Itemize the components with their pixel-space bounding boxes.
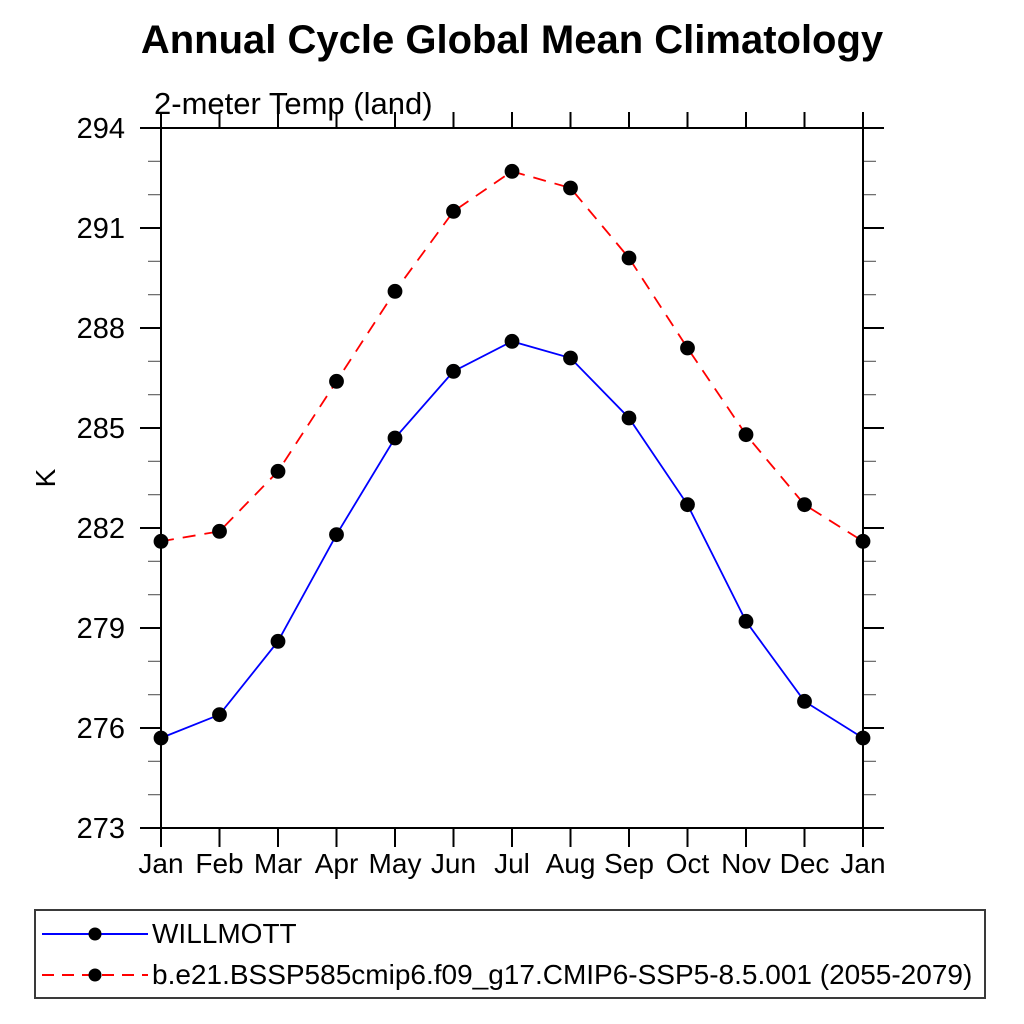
- y-tick-label: 285: [77, 413, 125, 445]
- x-month-label: Dec: [780, 848, 830, 879]
- legend-line-sample-icon: [42, 927, 148, 940]
- y-tick-label: 288: [77, 313, 125, 345]
- data-point-marker: [212, 523, 227, 539]
- data-point-marker: [504, 163, 520, 179]
- x-month-label: Apr: [315, 848, 359, 879]
- data-point-marker: [270, 633, 286, 649]
- series-line-0: [160, 340, 864, 739]
- data-point-marker: [270, 463, 286, 479]
- data-point-marker: [621, 250, 637, 266]
- data-point-marker: [446, 203, 461, 219]
- legend-label: WILLMOTT: [152, 917, 297, 949]
- plot-border: [160, 127, 864, 829]
- data-point-marker: [563, 350, 578, 366]
- x-month-label: Nov: [721, 848, 771, 879]
- x-month-label: Sep: [604, 848, 654, 879]
- legend-item-willmott: WILLMOTT: [41, 913, 984, 954]
- y-tick-label: 294: [77, 113, 125, 145]
- data-point-marker: [797, 497, 812, 513]
- x-month-label: Jun: [431, 848, 476, 879]
- legend-label: b.e21.BSSP585cmip6.f09_g17.CMIP6-SSP5-8.…: [152, 958, 973, 990]
- y-tick-label: 291: [77, 213, 125, 245]
- data-point-marker: [563, 180, 578, 196]
- data-point-marker: [797, 693, 812, 709]
- data-point-marker: [738, 613, 754, 629]
- data-point-marker: [738, 427, 754, 443]
- x-month-label: Jul: [494, 848, 530, 879]
- data-point-marker: [504, 333, 520, 349]
- x-month-label: May: [369, 848, 422, 879]
- data-point-marker: [387, 283, 403, 299]
- y-tick-label: 282: [77, 513, 125, 545]
- data-point-marker: [621, 410, 637, 426]
- data-point-marker: [153, 533, 169, 549]
- chart-title: Annual Cycle Global Mean Climatology: [140, 18, 884, 62]
- data-point-marker: [446, 363, 461, 379]
- legend-box: WILLMOTT b.e21.BSSP585cmip6.f09_g17.CMIP…: [34, 909, 986, 999]
- series-line-1: [160, 170, 864, 543]
- x-month-label: Jan: [138, 848, 183, 879]
- y-tick-label: 273: [77, 813, 125, 845]
- x-month-label: Mar: [254, 848, 302, 879]
- x-month-label: Aug: [546, 848, 596, 879]
- x-month-label: Oct: [666, 848, 710, 879]
- x-month-label: Feb: [195, 848, 243, 879]
- legend-item-model: b.e21.BSSP585cmip6.f09_g17.CMIP6-SSP5-8.…: [41, 954, 984, 995]
- data-point-marker: [153, 730, 169, 746]
- data-point-marker: [329, 373, 344, 389]
- legend-line-sample-icon: [42, 968, 148, 981]
- data-point-marker: [387, 430, 403, 446]
- data-point-marker: [680, 340, 695, 356]
- data-point-marker: [680, 497, 695, 513]
- data-point-marker: [855, 533, 871, 549]
- x-month-label: Jan: [840, 848, 885, 879]
- data-point-marker: [855, 730, 871, 746]
- data-point-marker: [329, 527, 344, 543]
- y-tick-label: 279: [77, 613, 125, 645]
- data-point-marker: [212, 707, 227, 723]
- y-tick-label: 276: [77, 713, 125, 745]
- chart-subtitle: 2-meter Temp (land): [154, 86, 433, 121]
